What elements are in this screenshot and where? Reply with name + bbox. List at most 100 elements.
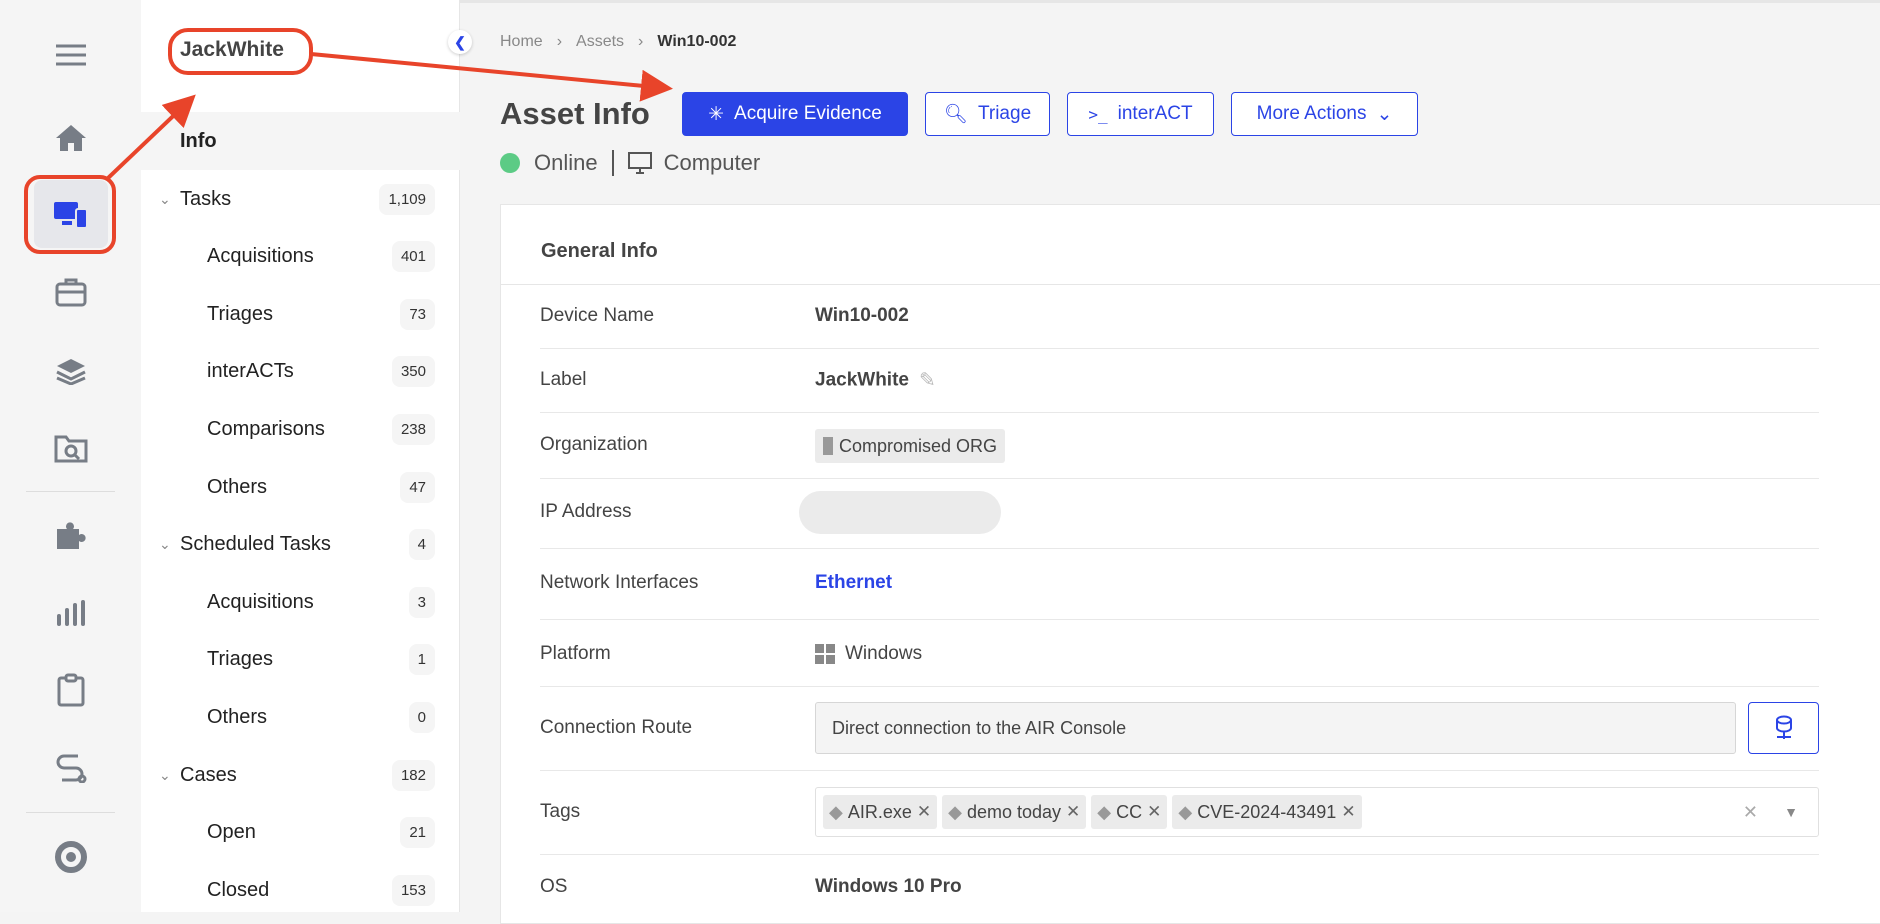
button-label: Triage	[977, 103, 1032, 124]
divider	[540, 686, 1819, 687]
devices-icon[interactable]	[47, 194, 95, 234]
os-value: Windows 10 Pro	[815, 876, 962, 897]
network-interface-link[interactable]: Ethernet	[815, 572, 893, 593]
remove-tag-icon[interactable]: ✕	[1066, 802, 1081, 821]
connection-route-button[interactable]	[1748, 702, 1819, 754]
remove-tag-icon[interactable]: ✕	[1341, 802, 1356, 821]
tag-chip: ◆ AIR.exe ✕	[823, 795, 938, 829]
sidebar-item[interactable]: Acquisitions 3	[141, 573, 460, 631]
sidebar-item-label: Others	[207, 475, 268, 498]
tag-label: AIR.exe	[847, 801, 912, 822]
puzzle-icon[interactable]	[47, 515, 95, 555]
connection-route-field[interactable]: Direct connection to the AIR Console	[815, 702, 1736, 754]
network-interfaces-label: Network Interfaces	[540, 572, 699, 593]
interact-button[interactable]: >_ interACT	[1067, 92, 1214, 136]
logo-icon	[47, 837, 95, 877]
count-badge: 182	[391, 759, 435, 791]
connection-route-label: Connection Route	[540, 717, 693, 738]
remove-tag-icon[interactable]: ✕	[916, 802, 932, 821]
sidebar-item-label: Triages	[207, 648, 273, 671]
sidebar-item[interactable]: Others 47	[141, 458, 460, 516]
triage-button[interactable]: 🔍︎ Triage	[925, 92, 1050, 136]
windows-icon	[815, 644, 835, 664]
breadcrumb-assets[interactable]: Assets	[576, 33, 625, 50]
top-border	[0, 0, 1880, 3]
count-badge: 73	[400, 298, 435, 330]
sidebar-item-label: Closed	[207, 878, 270, 901]
folder-search-icon[interactable]	[47, 428, 95, 468]
button-label: interACT	[1117, 103, 1193, 124]
sidebar-item-label: Acquisitions	[207, 590, 314, 613]
chevron-right-icon: ›	[556, 33, 563, 50]
separator	[611, 150, 614, 176]
briefcase-icon[interactable]	[47, 272, 95, 312]
sidebar-item[interactable]: Acquisitions 401	[141, 228, 460, 286]
chevron-down-icon[interactable]: ⌄	[159, 190, 171, 207]
count-badge: 4	[408, 529, 435, 561]
chevron-down-icon[interactable]: ⌄	[159, 536, 171, 553]
clear-icon[interactable]: ✕	[1742, 801, 1758, 822]
tag-label: CC	[1116, 801, 1143, 822]
divider	[540, 770, 1819, 771]
asset-type: Computer	[663, 150, 761, 175]
device-name-label: Device Name	[540, 305, 655, 326]
breadcrumb-current: Win10-002	[657, 33, 737, 50]
count-badge: 238	[391, 413, 435, 445]
sidebar-group[interactable]: ⌄ Scheduled Tasks 4	[141, 516, 460, 574]
collapse-sidebar-button[interactable]: ❮	[448, 30, 472, 54]
button-label: More Actions	[1256, 103, 1367, 124]
edit-icon[interactable]: ✎	[918, 369, 936, 392]
menu-icon[interactable]	[47, 35, 95, 75]
icon-rail	[0, 0, 141, 912]
rail-divider	[26, 812, 115, 813]
tag-label: CVE-2024-43491	[1197, 801, 1337, 822]
count-badge: 1	[408, 644, 435, 676]
clipboard-icon[interactable]	[47, 670, 95, 710]
tag-icon: ◆	[829, 801, 843, 822]
count-badge: 1,109	[379, 183, 435, 215]
asset-label-title: JackWhite	[180, 38, 284, 61]
terminal-icon: >_	[1088, 104, 1108, 124]
sidebar-item-label: Triages	[207, 302, 273, 325]
ip-address-label: IP Address	[540, 501, 632, 522]
sidebar-item[interactable]: Comparisons 238	[141, 400, 460, 458]
more-actions-button[interactable]: More Actions ⌄	[1231, 92, 1418, 136]
organization-label: Organization	[540, 434, 648, 455]
sidebar-item[interactable]: Open 21	[141, 804, 460, 862]
tags-select[interactable]: ◆ AIR.exe ✕ ◆ demo today ✕ ◆ CC ✕ ◆ CVE-2024-43491…	[815, 787, 1819, 837]
home-icon[interactable]	[47, 118, 95, 158]
sidebar-item-label: Acquisitions	[207, 245, 314, 268]
count-badge: 0	[408, 701, 435, 733]
label-label: Label	[540, 369, 587, 390]
divider	[501, 284, 1880, 285]
sidebar-item-info[interactable]: Info	[141, 112, 460, 170]
sidebar-group[interactable]: ⌄ Tasks 1,109	[141, 170, 460, 228]
sidebar-item-label: Others	[207, 705, 268, 728]
route-icon[interactable]	[47, 748, 95, 788]
remove-tag-icon[interactable]: ✕	[1147, 802, 1162, 821]
chevron-down-icon[interactable]: ⌄	[159, 766, 171, 783]
chevron-right-icon: ›	[638, 33, 644, 50]
sidebar-item-label: Cases	[180, 763, 237, 786]
sidebar-item[interactable]: Closed 153	[141, 861, 460, 919]
sidebar-item[interactable]: Triages 1	[141, 631, 460, 689]
dropdown-arrow-icon[interactable]: ▼	[1784, 804, 1798, 820]
tag-icon: ◆	[1178, 801, 1193, 822]
count-badge: 47	[400, 471, 435, 503]
status-text: Online	[534, 150, 598, 175]
sidebar-item[interactable]: interACTs 350	[141, 343, 460, 401]
sidebar-item[interactable]: Triages 73	[141, 285, 460, 343]
breadcrumb-home[interactable]: Home	[500, 33, 543, 50]
sidebar-item-label: interACTs	[207, 360, 294, 383]
acquire-evidence-button[interactable]: ✳ Acquire Evidence	[682, 92, 908, 136]
tag-chip: ◆ CVE-2024-43491 ✕	[1172, 795, 1362, 829]
card-title: General Info	[541, 240, 658, 262]
layers-icon[interactable]	[47, 351, 95, 391]
connection-route-value: Direct connection to the AIR Console	[832, 717, 1127, 738]
rail-divider	[26, 491, 115, 492]
chart-icon[interactable]	[47, 593, 95, 633]
divider	[540, 854, 1819, 855]
sidebar-group[interactable]: ⌄ Cases 182	[141, 746, 460, 804]
tag-chip: ◆ demo today ✕	[942, 795, 1087, 829]
sidebar-item[interactable]: Others 0	[141, 688, 460, 746]
